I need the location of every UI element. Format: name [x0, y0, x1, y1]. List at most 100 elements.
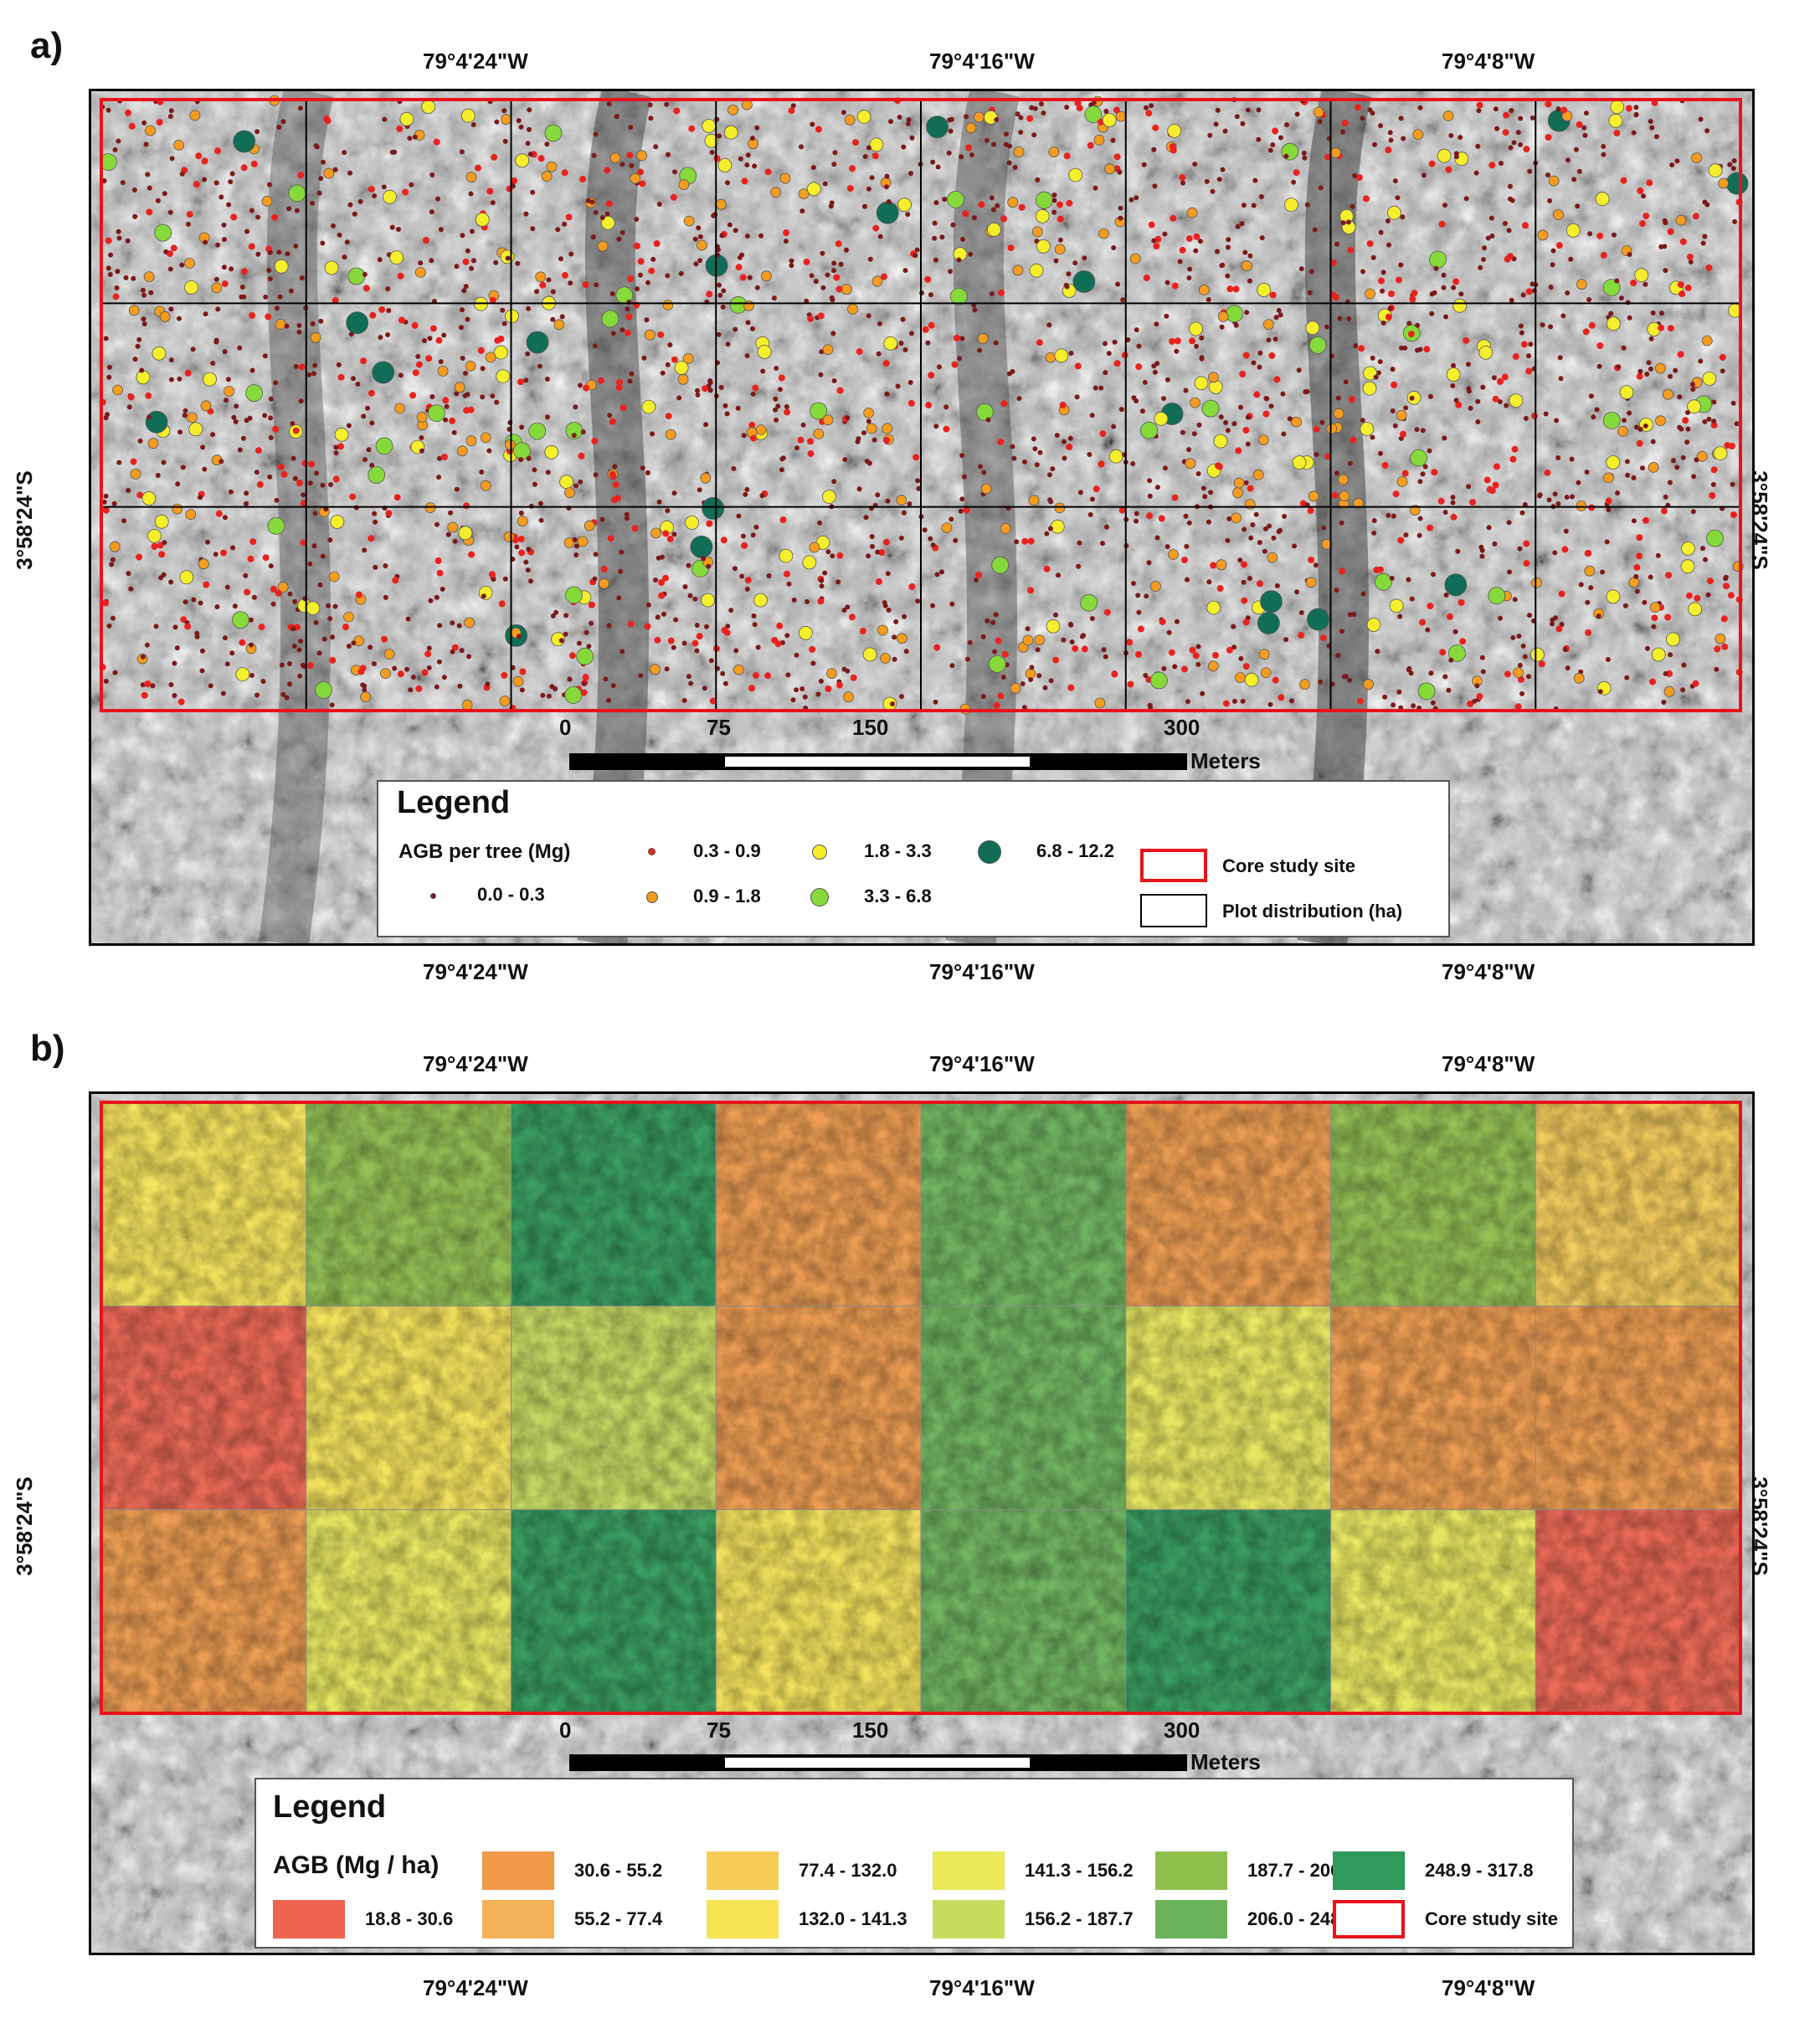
tree-point — [1181, 557, 1188, 564]
tree-point — [110, 557, 116, 562]
tree-point — [130, 458, 137, 465]
legend-b-swatch-5 — [933, 1851, 1005, 1890]
tree-point — [321, 636, 327, 642]
tree-point — [890, 701, 896, 706]
tree-point — [898, 535, 904, 541]
tree-point — [1734, 421, 1740, 427]
tree-point — [884, 391, 890, 397]
tree-point — [333, 450, 339, 456]
tree-point — [614, 114, 620, 120]
tree-point — [1215, 249, 1220, 254]
tree-point — [1617, 425, 1628, 437]
tree-point — [1340, 220, 1346, 226]
tree-point — [486, 448, 492, 454]
tree-point — [1610, 100, 1625, 115]
tree-point — [170, 244, 177, 252]
tree-point — [825, 549, 831, 555]
tree-point — [1210, 188, 1216, 194]
tree-point — [624, 511, 630, 517]
tree-point — [249, 673, 254, 678]
tree-point — [457, 683, 463, 689]
tree-point — [277, 582, 289, 593]
tree-point — [1688, 259, 1694, 264]
tree-point — [359, 665, 367, 672]
tree-point — [1616, 364, 1622, 370]
tree-point — [1714, 645, 1721, 653]
tree-point — [991, 556, 1010, 574]
tree-point — [1258, 434, 1269, 446]
tree-point — [1451, 362, 1456, 368]
tree-point — [438, 359, 444, 365]
tree-point — [1200, 485, 1206, 491]
tree-point — [641, 355, 647, 361]
tree-point — [332, 167, 338, 172]
tree-point — [1403, 532, 1409, 538]
tree-point — [1370, 434, 1375, 440]
tree-point — [717, 282, 722, 288]
tree-point — [177, 698, 185, 706]
tree-point — [250, 160, 258, 167]
tree-point — [588, 601, 595, 608]
tree-point — [518, 549, 526, 557]
tree-point — [1437, 497, 1445, 505]
tree-point — [597, 240, 609, 252]
tree-point — [779, 467, 784, 473]
tree-point — [1353, 343, 1359, 349]
tree-point — [1688, 602, 1702, 617]
tree-point — [501, 321, 507, 326]
tree-point — [234, 403, 239, 409]
tree-point — [1270, 142, 1276, 147]
tree-point — [821, 490, 836, 504]
tree-point — [106, 623, 112, 629]
tree-point — [1308, 557, 1315, 563]
tree-point — [411, 321, 419, 329]
tree-point — [1523, 540, 1530, 547]
legend-a-class-0: 0.0 - 0.3 — [477, 884, 545, 905]
tree-point — [537, 363, 542, 369]
tree-point — [465, 360, 476, 372]
tree-point — [527, 107, 532, 113]
tree-point — [245, 384, 264, 403]
tree-point — [1198, 284, 1210, 295]
tree-point — [375, 437, 393, 455]
tree-point — [558, 638, 564, 644]
tree-point — [627, 275, 635, 282]
tree-point — [450, 620, 455, 626]
tree-point — [347, 267, 366, 285]
tree-point — [589, 199, 595, 205]
tree-point — [933, 644, 941, 651]
tree-point — [1292, 543, 1297, 549]
tree-point — [360, 691, 371, 703]
tree-point — [462, 258, 470, 265]
tree-point — [121, 518, 126, 524]
tree-point — [254, 129, 260, 135]
tree-point — [471, 258, 476, 264]
tree-point — [440, 454, 448, 460]
tree-point — [578, 383, 583, 388]
bottom-coord-b-1: 79°4'24"W — [423, 1975, 528, 2000]
tree-point — [1606, 316, 1621, 331]
tree-point — [1453, 398, 1459, 403]
tree-point — [985, 618, 990, 624]
tree-point — [1216, 585, 1224, 592]
tree-point — [709, 697, 717, 705]
legend-b-class-1: 30.6 - 55.2 — [574, 1860, 663, 1881]
tree-point — [517, 536, 525, 542]
tree-point — [616, 595, 622, 601]
tree-point — [225, 377, 231, 383]
tree-point — [1021, 459, 1027, 465]
tree-point — [532, 481, 537, 487]
tree-point — [798, 188, 810, 199]
tree-point — [428, 598, 434, 603]
tree-point — [1482, 245, 1487, 251]
tree-point — [1047, 526, 1053, 531]
tree-point — [1242, 663, 1250, 670]
tree-point — [1007, 244, 1015, 252]
tree-point — [1370, 254, 1376, 260]
tree-point — [1089, 413, 1095, 418]
tree-point — [1264, 396, 1270, 402]
tree-point — [1622, 603, 1628, 608]
tree-point — [672, 169, 677, 175]
tree-point — [1318, 679, 1324, 685]
tree-point — [392, 665, 398, 671]
